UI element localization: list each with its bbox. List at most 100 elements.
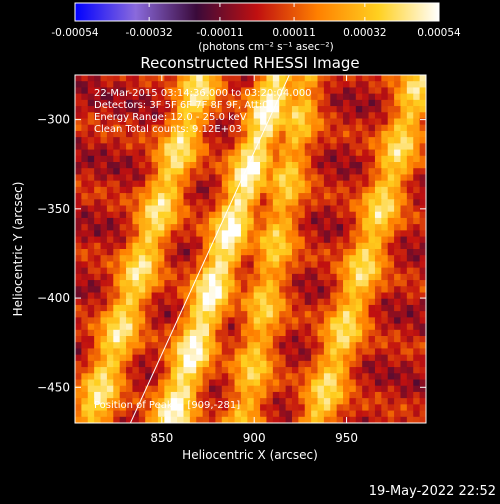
heatmap-cell xyxy=(323,249,331,256)
heatmap-cell xyxy=(394,261,402,269)
heatmap-cell xyxy=(381,367,389,374)
heatmap-cell xyxy=(387,323,395,331)
heatmap-cell xyxy=(126,174,134,182)
heatmap-cell xyxy=(157,348,165,356)
heatmap-cell xyxy=(413,186,421,194)
heatmap-cell xyxy=(170,143,178,151)
heatmap-cell xyxy=(75,329,82,337)
heatmap-cell xyxy=(349,416,357,423)
heatmap-cell xyxy=(100,168,108,176)
heatmap-cell xyxy=(253,367,261,374)
heatmap-cell xyxy=(413,106,421,113)
heatmap-cell xyxy=(202,217,210,225)
heatmap-cell xyxy=(279,367,287,374)
heatmap-cell xyxy=(330,81,338,89)
heatmap-cell xyxy=(419,360,426,368)
heatmap-cell xyxy=(240,193,248,200)
heatmap-cell xyxy=(362,224,370,231)
heatmap-cell xyxy=(240,199,248,207)
heatmap-cell xyxy=(100,249,108,256)
heatmap-cell xyxy=(362,155,370,163)
heatmap-cell xyxy=(336,106,344,113)
plot-area: 850 900 950 −300−350−400−450 22-Mar-2015 0… xyxy=(37,74,427,445)
heatmap-cell xyxy=(279,230,287,238)
heatmap-cell xyxy=(285,298,293,306)
heatmap-cell xyxy=(170,336,178,343)
heatmap-cell xyxy=(381,255,389,263)
heatmap-cell xyxy=(349,93,357,101)
heatmap-cell xyxy=(291,87,299,95)
heatmap-cell xyxy=(94,267,102,275)
heatmap-cell xyxy=(343,360,351,368)
heatmap-cell xyxy=(240,137,248,144)
heatmap-cell xyxy=(240,354,248,362)
heatmap-cell xyxy=(291,273,299,281)
heatmap-cell xyxy=(336,348,344,356)
heatmap-cell xyxy=(164,143,172,151)
heatmap-cell xyxy=(221,292,229,300)
heatmap-cell xyxy=(355,292,363,300)
heatmap-cell xyxy=(221,99,229,107)
heatmap-cell xyxy=(164,354,172,362)
heatmap-cell xyxy=(177,205,185,213)
heatmap-cell xyxy=(362,249,370,256)
heatmap-cell xyxy=(253,304,261,312)
heatmap-cell xyxy=(343,286,351,294)
heatmap-cell xyxy=(368,373,376,381)
heatmap-cell xyxy=(75,398,82,405)
heatmap-cell xyxy=(164,298,172,306)
heatmap-cell xyxy=(164,230,172,238)
heatmap-cell xyxy=(285,137,293,144)
heatmap-cell xyxy=(317,155,325,163)
heatmap-cell xyxy=(106,155,114,163)
heatmap-cell xyxy=(164,304,172,312)
heatmap-cell xyxy=(362,130,370,138)
heatmap-cell xyxy=(240,236,248,244)
heatmap-cell xyxy=(132,373,140,381)
heatmap-cell xyxy=(311,336,319,343)
heatmap-cell xyxy=(387,174,395,182)
heatmap-cell xyxy=(196,162,204,169)
heatmap-cell xyxy=(279,124,287,132)
heatmap-cell xyxy=(330,75,338,82)
heatmap-cell xyxy=(119,336,127,343)
heatmap-cell xyxy=(132,155,140,163)
heatmap-cell xyxy=(138,304,146,312)
heatmap-cell xyxy=(240,99,248,107)
heatmap-cell xyxy=(100,236,108,244)
heatmap-cell xyxy=(349,155,357,163)
heatmap-cell xyxy=(157,360,165,368)
heatmap-cell xyxy=(221,304,229,312)
heatmap-cell xyxy=(413,249,421,256)
heatmap-cell xyxy=(164,329,172,337)
heatmap-cell xyxy=(266,385,274,393)
heatmap-cell xyxy=(87,93,95,101)
heatmap-cell xyxy=(145,404,153,412)
heatmap-cell xyxy=(145,398,153,405)
heatmap-cell xyxy=(87,112,95,120)
heatmap-cell xyxy=(113,385,121,393)
heatmap-cell xyxy=(145,93,153,101)
heatmap-cell xyxy=(157,404,165,412)
heatmap-cell xyxy=(291,205,299,213)
heatmap-cell xyxy=(266,292,274,300)
heatmap-cell xyxy=(164,217,172,225)
heatmap-cell xyxy=(330,304,338,312)
heatmap-cell xyxy=(94,118,102,126)
heatmap-cell xyxy=(355,106,363,113)
heatmap-cell xyxy=(157,261,165,269)
heatmap-cell xyxy=(406,404,414,412)
heatmap-cell xyxy=(336,230,344,238)
heatmap-cell xyxy=(311,193,319,200)
heatmap-cell xyxy=(374,106,382,113)
heatmap-cell xyxy=(132,199,140,207)
heatmap-cell xyxy=(240,267,248,275)
heatmap-cell xyxy=(343,93,351,101)
heatmap-cell xyxy=(387,75,395,82)
heatmap-cell xyxy=(247,143,255,151)
heatmap-cell xyxy=(413,143,421,151)
heatmap-cell xyxy=(189,292,197,300)
heatmap-cell xyxy=(202,193,210,200)
heatmap-cell xyxy=(81,180,89,188)
heatmap-cell xyxy=(279,391,287,399)
